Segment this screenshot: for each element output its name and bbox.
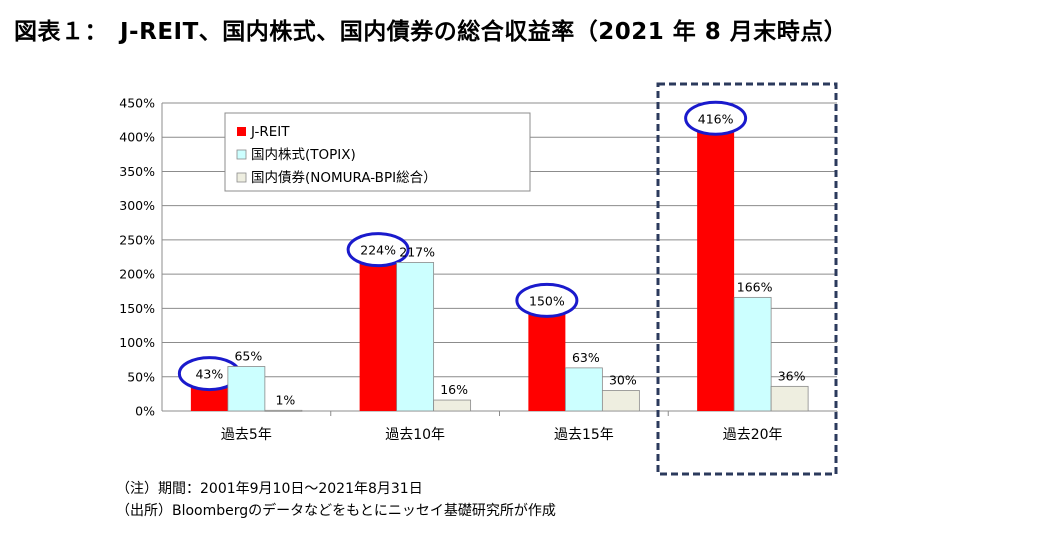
bar xyxy=(601,390,640,412)
y-tick-label: 50% xyxy=(127,369,155,384)
chart-notes: （注）期間：2001年9月10日～2021年8月31日 （出所）Bloomber… xyxy=(116,478,556,522)
bar xyxy=(264,409,303,412)
y-tick-label: 150% xyxy=(119,301,155,316)
bar xyxy=(697,126,735,411)
note-period: （注）期間：2001年9月10日～2021年8月31日 xyxy=(116,481,423,497)
bar xyxy=(433,399,472,412)
data-label: 63% xyxy=(572,350,600,365)
highlight-circle xyxy=(684,100,748,136)
legend-swatch xyxy=(236,149,247,160)
data-label: 224% xyxy=(360,243,396,258)
bar xyxy=(227,366,266,412)
data-label: 1% xyxy=(275,392,295,407)
data-label: 416% xyxy=(698,111,734,126)
highlight-circle xyxy=(346,232,410,268)
x-tick-label: 過去20年 xyxy=(723,427,783,443)
y-tick-label: 100% xyxy=(119,335,155,350)
bar xyxy=(770,385,809,412)
note-source: （出所）Bloombergのデータなどをもとにニッセイ基礎研究所が作成 xyxy=(116,503,556,519)
x-tick-label: 過去10年 xyxy=(385,427,445,443)
y-tick-label: 250% xyxy=(119,232,155,247)
data-label: 217% xyxy=(399,244,435,259)
data-label: 16% xyxy=(440,382,468,397)
legend-swatch xyxy=(236,172,247,183)
legend-swatch xyxy=(237,127,246,136)
y-tick-label: 300% xyxy=(119,198,155,213)
data-label: 150% xyxy=(529,293,565,308)
bar xyxy=(396,262,435,412)
legend-box xyxy=(224,112,531,192)
y-tick-label: 0% xyxy=(135,404,155,419)
chart-title: 図表１： J-REIT、国内株式、国内債券の総合収益率（2021 年 8 月末時… xyxy=(14,19,848,45)
data-label: 166% xyxy=(737,279,773,294)
x-tick-label: 過去5年 xyxy=(221,427,272,443)
legend-label: J-REIT xyxy=(250,124,290,140)
legend-label: 国内株式(TOPIX) xyxy=(251,147,356,163)
bar xyxy=(359,257,397,411)
data-label: 36% xyxy=(778,368,806,383)
y-tick-label: 200% xyxy=(119,267,155,282)
y-tick-label: 450% xyxy=(119,96,155,111)
highlight-circle xyxy=(515,282,579,318)
x-tick-label: 過去15年 xyxy=(554,427,614,443)
data-label: 65% xyxy=(234,349,262,364)
y-tick-label: 400% xyxy=(119,130,155,145)
bar xyxy=(733,296,772,412)
highlight-box xyxy=(656,82,838,476)
data-label: 30% xyxy=(609,372,637,387)
y-tick-label: 350% xyxy=(119,164,155,179)
data-label: 43% xyxy=(195,367,223,382)
legend-label: 国内債券(NOMURA-BPI総合） xyxy=(251,170,437,186)
bar xyxy=(528,308,566,411)
bar xyxy=(564,367,603,412)
